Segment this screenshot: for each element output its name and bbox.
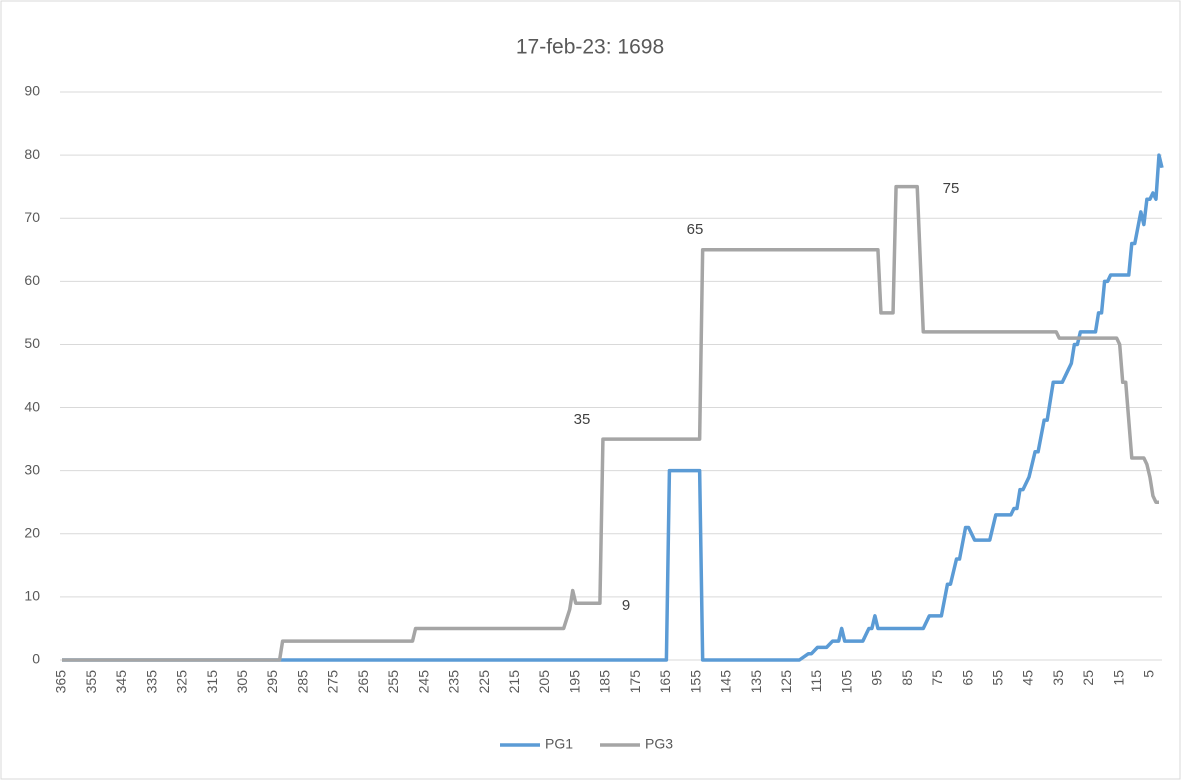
- y-tick-label: 0: [32, 651, 40, 667]
- x-tick-label: 145: [718, 670, 734, 694]
- x-tick-label: 55: [990, 670, 1006, 686]
- x-tick-label: 205: [536, 670, 552, 694]
- x-tick-label: 215: [506, 670, 522, 694]
- x-tick-label: 275: [325, 670, 341, 694]
- annotation: 65: [687, 221, 704, 238]
- x-tick-label: 165: [657, 670, 673, 694]
- y-tick-label: 40: [24, 398, 40, 414]
- line-series: [62, 184, 1159, 662]
- x-tick-label: 15: [1110, 670, 1126, 686]
- y-tick-label: 70: [24, 209, 40, 225]
- legend-label: PG1: [545, 736, 573, 752]
- x-tick-label: 25: [1080, 670, 1096, 686]
- x-tick-label: 135: [748, 670, 764, 694]
- x-tick-label: 315: [204, 670, 220, 694]
- x-tick-label: 235: [446, 670, 462, 694]
- y-tick-label: 60: [24, 272, 40, 288]
- chart-title: 17-feb-23: 1698: [516, 36, 664, 59]
- x-tick-label: 225: [476, 670, 492, 694]
- x-tick-label: 95: [869, 670, 885, 686]
- x-tick-label: 265: [355, 670, 371, 694]
- legend-label: PG3: [645, 736, 673, 752]
- y-tick-label: 30: [24, 461, 40, 477]
- x-tick-label: 5: [1141, 670, 1157, 678]
- x-tick-label: 115: [808, 670, 824, 693]
- x-tick-label: 285: [294, 670, 310, 694]
- x-tick-label: 175: [627, 670, 643, 694]
- x-tick-label: 105: [838, 670, 854, 694]
- y-tick-label: 80: [24, 146, 40, 162]
- x-tick-label: 45: [1020, 670, 1036, 686]
- annotation: 35: [574, 411, 591, 428]
- x-tick-label: 335: [143, 670, 159, 694]
- annotation: 9: [622, 597, 630, 614]
- x-tick-label: 365: [53, 670, 69, 694]
- y-tick-label: 10: [24, 588, 40, 604]
- x-tick-label: 75: [929, 670, 945, 686]
- x-tick-label: 325: [174, 670, 190, 694]
- x-tick-label: 85: [899, 670, 915, 686]
- x-tick-label: 65: [959, 670, 975, 686]
- x-tick-label: 305: [234, 670, 250, 694]
- x-tick-label: 245: [415, 670, 431, 694]
- line-series: [62, 153, 1164, 662]
- x-tick-label: 195: [566, 670, 582, 694]
- y-tick-label: 20: [24, 524, 40, 540]
- annotation: 75: [943, 180, 960, 197]
- x-tick-label: 255: [385, 670, 401, 694]
- x-tick-label: 355: [83, 670, 99, 694]
- x-tick-label: 125: [778, 670, 794, 694]
- x-tick-label: 155: [687, 670, 703, 694]
- x-tick-label: 345: [113, 670, 129, 694]
- x-tick-label: 185: [597, 670, 613, 694]
- y-tick-label: 90: [24, 83, 40, 99]
- y-tick-label: 50: [24, 335, 40, 351]
- x-tick-label: 35: [1050, 670, 1066, 686]
- x-tick-label: 295: [264, 670, 280, 694]
